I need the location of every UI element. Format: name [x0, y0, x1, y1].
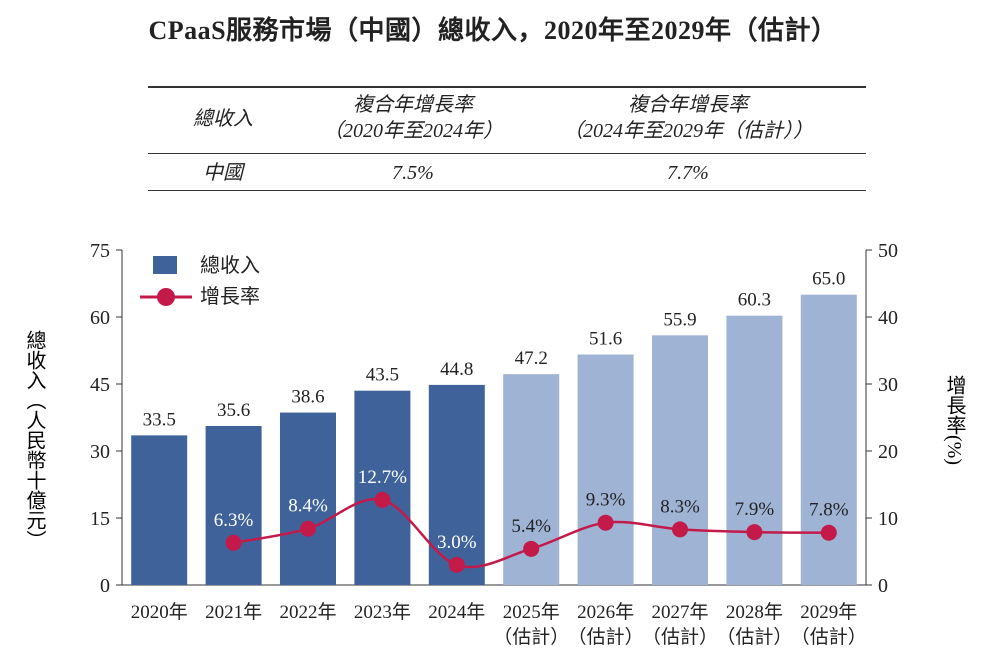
- x-tick-label: 2026年: [577, 601, 634, 623]
- y2-tick-label: 50: [878, 240, 898, 262]
- y-tick-label: 60: [90, 307, 110, 329]
- y2-tick-label: 0: [878, 575, 888, 597]
- growth-rate-point: [820, 524, 837, 541]
- table-bottom-rule: [148, 190, 866, 191]
- x-tick-label: 2020年: [131, 601, 188, 623]
- x-tick-label: 2022年: [279, 601, 336, 623]
- bar: [428, 384, 485, 585]
- chart-title: CPaaS服務市場（中國）總收入，2020年至2029年（估計）: [148, 16, 838, 45]
- x-tick-label: 2025年: [503, 601, 560, 623]
- growth-rate-label: 12.7%: [358, 467, 407, 488]
- bar-value-label: 65.0: [812, 269, 845, 290]
- growth-rate-label: 8.4%: [288, 496, 328, 517]
- growth-rate-label: 7.8%: [809, 500, 849, 521]
- y-tick-label: 75: [90, 240, 110, 262]
- bar-value-label: 43.5: [366, 365, 399, 386]
- x-tick-sublabel: （估計）: [716, 626, 792, 648]
- legend-line-label: 增長率: [200, 285, 260, 308]
- x-tick-sublabel: （估計）: [791, 626, 867, 648]
- y2-axis-label: 增長率(%): [943, 375, 966, 465]
- cagr-header-period2: 複合年增長率 （2024年至2029年（估計））: [528, 92, 848, 144]
- bar: [577, 354, 634, 585]
- y-tick-label: 45: [90, 374, 110, 396]
- bar-value-label: 51.6: [589, 329, 622, 350]
- bar: [800, 294, 857, 585]
- y-tick-label: 30: [90, 441, 110, 463]
- growth-rate-point: [523, 540, 540, 557]
- bar: [726, 315, 783, 585]
- legend-line-marker: [157, 288, 175, 306]
- cagr-header-period1-line1: 複合年增長率: [353, 94, 473, 116]
- x-tick-label: 2028年: [726, 601, 783, 623]
- growth-rate-label: 9.3%: [586, 490, 626, 511]
- cagr-value-period1: 7.5%: [392, 162, 434, 184]
- x-tick-sublabel: （估計）: [568, 626, 644, 648]
- y-tick-label: 15: [90, 508, 110, 530]
- growth-rate-point: [672, 521, 688, 538]
- legend-bar-swatch: [153, 256, 177, 274]
- bar-value-label: 35.6: [217, 400, 250, 421]
- cagr-header-period2-line2: （2024年至2029年（估計））: [563, 120, 813, 142]
- cagr-row-label: 中國: [203, 162, 243, 184]
- bar: [652, 335, 708, 585]
- x-tick-sublabel: （估計）: [493, 626, 569, 648]
- y2-tick-label: 40: [878, 307, 898, 329]
- growth-rate-point: [746, 524, 763, 541]
- bar-value-label: 47.2: [515, 348, 548, 369]
- growth-rate-label: 3.0%: [437, 532, 477, 553]
- bar-value-label: 60.3: [738, 290, 771, 311]
- growth-rate-label: 5.4%: [511, 516, 551, 537]
- growth-rate-label: 6.3%: [214, 510, 254, 531]
- cagr-header-period1-line2: （2020年至2024年）: [323, 120, 503, 142]
- bar-value-label: 55.9: [663, 309, 696, 330]
- bar-value-label: 38.6: [291, 387, 324, 408]
- bar: [131, 435, 188, 585]
- cagr-header-period1: 複合年增長率 （2020年至2024年）: [298, 92, 528, 144]
- x-tick-label: 2029年: [800, 601, 857, 623]
- legend-bar-label: 總收入: [200, 254, 260, 277]
- growth-rate-point: [448, 556, 465, 573]
- bar: [280, 412, 336, 585]
- bar: [354, 390, 411, 585]
- bar-value-label: 44.8: [440, 359, 473, 380]
- growth-rate-point: [374, 491, 391, 508]
- x-tick-label: 2021年: [205, 601, 262, 623]
- y-tick-label: 0: [100, 575, 110, 597]
- table-mid-rule: [148, 153, 866, 154]
- cagr-header-period2-line1: 複合年增長率: [628, 94, 748, 116]
- bar-value-label: 33.5: [143, 409, 176, 430]
- y2-tick-label: 30: [878, 374, 898, 396]
- bar: [205, 425, 262, 585]
- x-tick-label: 2024年: [428, 601, 485, 623]
- growth-rate-point: [597, 514, 614, 531]
- growth-rate-point: [225, 534, 242, 551]
- x-tick-sublabel: （估計）: [642, 626, 718, 648]
- cagr-header-total: 總收入: [193, 108, 253, 130]
- cagr-value-period2: 7.7%: [667, 162, 709, 184]
- y2-tick-label: 20: [878, 441, 898, 463]
- y2-tick-label: 10: [878, 508, 898, 530]
- growth-rate-label: 7.9%: [735, 499, 775, 520]
- x-tick-label: 2027年: [651, 601, 708, 623]
- table-top-rule: [148, 86, 866, 88]
- y-axis-label: 總收入（人民幣十億元）: [23, 330, 46, 550]
- growth-rate-point: [300, 520, 316, 537]
- growth-rate-label: 8.3%: [660, 496, 700, 517]
- x-tick-label: 2023年: [354, 601, 411, 623]
